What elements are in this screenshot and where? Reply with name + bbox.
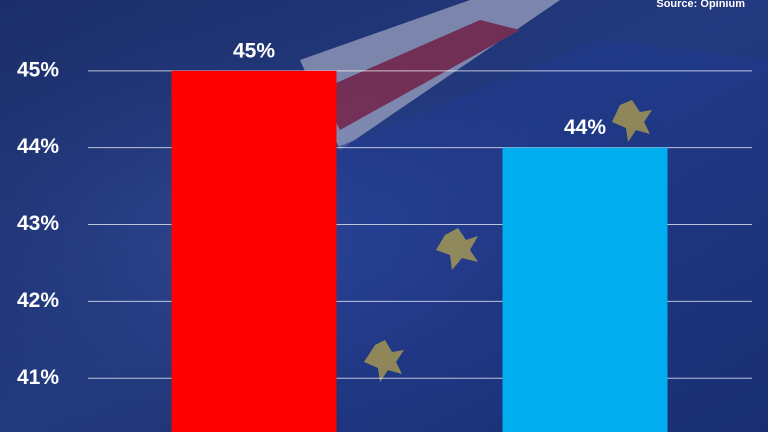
y-tick-label: 41% (17, 366, 59, 389)
bar (502, 147, 668, 432)
y-tick-label: 44% (17, 135, 59, 158)
bar (171, 70, 337, 432)
value-label: 45% (233, 39, 275, 62)
y-tick-label: 45% (17, 58, 59, 81)
y-tick-label: 42% (17, 289, 59, 312)
source: Source: Opinium (656, 0, 745, 10)
value-label: 44% (564, 116, 606, 139)
y-tick-label: 43% (17, 212, 59, 235)
y-tick-label: 46% (17, 0, 59, 5)
